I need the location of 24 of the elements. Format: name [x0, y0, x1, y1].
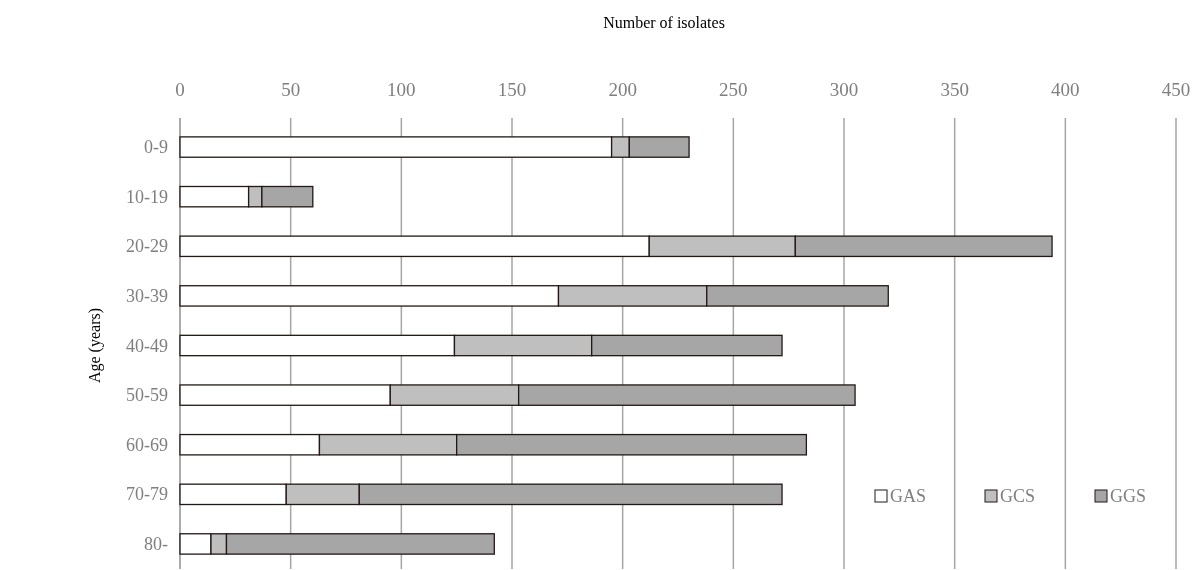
x-tick-label: 50 — [281, 79, 301, 100]
x-axis-title: Number of isolates — [603, 14, 725, 31]
x-tick-label: 400 — [1051, 79, 1080, 100]
y-tick-label: 40-49 — [126, 335, 168, 356]
legend-label: GAS — [890, 486, 927, 506]
y-tick-label: 20-29 — [126, 236, 168, 257]
x-tick-label: 100 — [387, 79, 416, 100]
y-tick-label: 60-69 — [126, 434, 168, 455]
x-tick-label: 350 — [940, 79, 969, 100]
x-tick-label: 250 — [719, 79, 748, 100]
legend-label: GCS — [1000, 486, 1036, 506]
y-tick-label: 30-39 — [126, 285, 168, 306]
x-tick-label: 150 — [497, 79, 527, 100]
x-tick-label: 0 — [175, 79, 185, 100]
x-tick-label: 450 — [1161, 79, 1191, 100]
y-axis-title: Age (years) — [86, 307, 104, 384]
y-tick-label: 70-79 — [126, 484, 168, 505]
y-tick-label: 50-59 — [126, 385, 168, 406]
x-tick-label: 300 — [829, 79, 859, 100]
y-tick-label: 80- — [144, 533, 168, 554]
x-tick-label: 200 — [608, 79, 637, 100]
y-tick-label: 0-9 — [144, 137, 168, 158]
legend-label: GGS — [1110, 486, 1147, 506]
y-tick-label: 10-19 — [126, 186, 168, 207]
